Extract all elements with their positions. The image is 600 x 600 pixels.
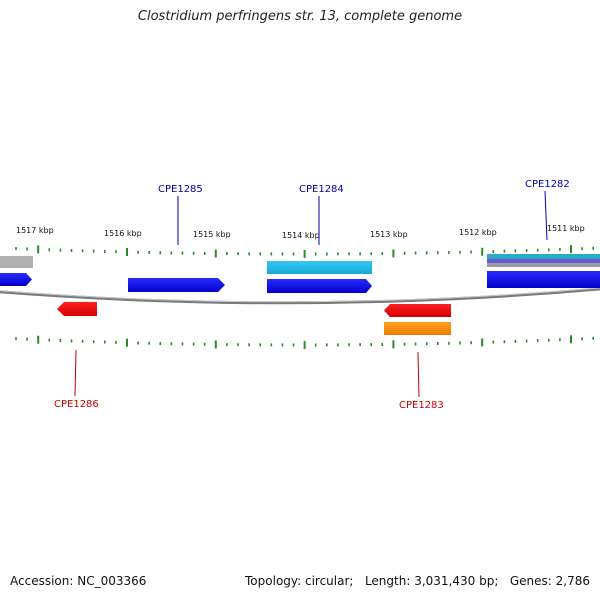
gene-label-forward: CPE1285 [158,184,203,195]
scale-label: 1514 kbp [282,231,320,240]
scale-label: 1517 kbp [16,226,54,235]
scale-label: 1516 kbp [104,229,142,238]
gene-label-reverse: CPE1286 [54,399,99,410]
gene-label-forward: CPE1282 [525,179,570,190]
gene-feature-gray-stripe [487,263,600,267]
scale-ticks-outer [15,245,595,258]
length-text: Length: 3,031,430 bp; [364,574,499,588]
gene-arrow-forward [487,271,600,288]
gene-feature-gray [0,256,33,268]
genome-summary: Topology: circular; Length: 3,031,430 bp… [245,574,590,588]
genes-text: Genes: 2,786 [509,574,590,588]
scale-ticks-inner [15,335,595,349]
gene-feature-cyan-stripe [487,254,600,259]
scale-label: 1515 kbp [193,230,231,239]
label-leaders [74,190,548,398]
gene-label-forward: CPE1284 [299,184,344,195]
topology-text: Topology: circular; [245,574,354,588]
scale-labels: 1517 kbp 1516 kbp 1515 kbp 1514 kbp 1513… [16,224,585,240]
gene-arrow-reverse [384,304,451,317]
map-title: Clostridium perfringens str. 13, complet… [137,9,463,24]
scale-label: 1513 kbp [370,230,408,239]
reverse-strand-features [57,302,451,335]
scale-label: 1511 kbp [547,224,585,233]
forward-strand-features [0,254,600,293]
gene-labels: CPE1285 CPE1284 CPE1282 CPE1286 CPE1283 [54,179,570,411]
gene-label-reverse: CPE1283 [399,400,444,411]
genome-backbone [0,287,600,305]
scale-label: 1512 kbp [459,228,497,237]
gene-arrow-forward [267,279,372,293]
gene-arrow-forward [128,278,225,292]
gene-feature-orange [384,322,451,335]
gene-arrow-reverse [57,302,97,316]
accession-text: Accession: NC_003366 [10,574,147,588]
gene-arrow-forward [0,273,32,286]
rna-feature [267,261,372,274]
gene-feature-purple-stripe [487,259,600,263]
genome-backbone-highlight [0,287,600,303]
